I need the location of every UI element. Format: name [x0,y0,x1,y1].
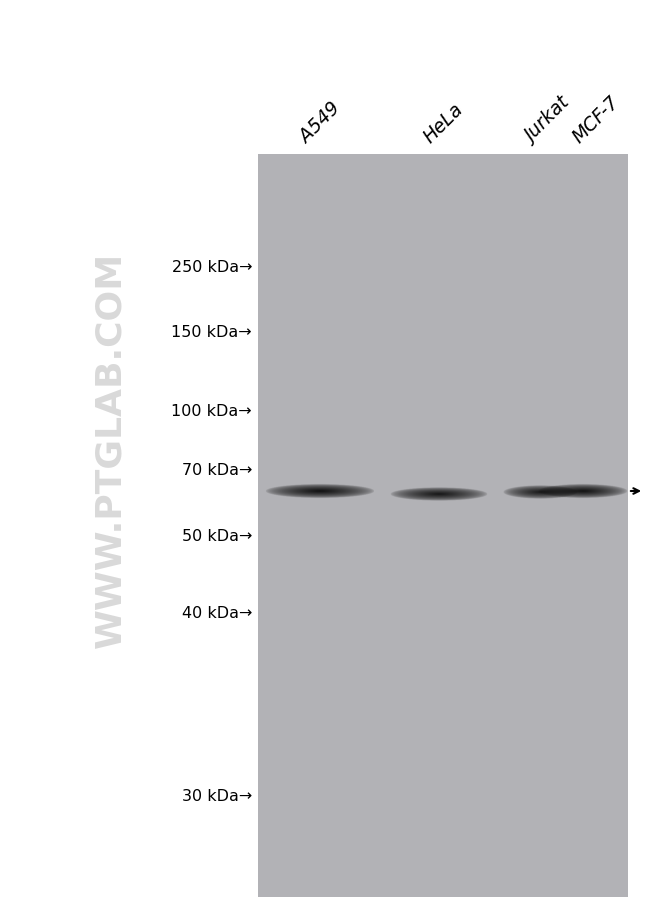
Text: MCF-7: MCF-7 [569,93,623,147]
Text: 100 kDa→: 100 kDa→ [172,404,252,419]
Bar [258,155,628,897]
Text: 150 kDa→: 150 kDa→ [172,325,252,340]
Text: A549: A549 [296,99,345,147]
Text: 30 kDa→: 30 kDa→ [182,788,252,804]
Text: HeLa: HeLa [419,100,467,147]
Text: 250 kDa→: 250 kDa→ [172,260,252,275]
Text: 50 kDa→: 50 kDa→ [181,529,252,544]
Text: 70 kDa→: 70 kDa→ [181,463,252,478]
Text: Jurkat: Jurkat [521,95,574,147]
Text: 40 kDa→: 40 kDa→ [181,606,252,621]
Text: WWW.PTGLAB.COM: WWW.PTGLAB.COM [93,252,127,648]
